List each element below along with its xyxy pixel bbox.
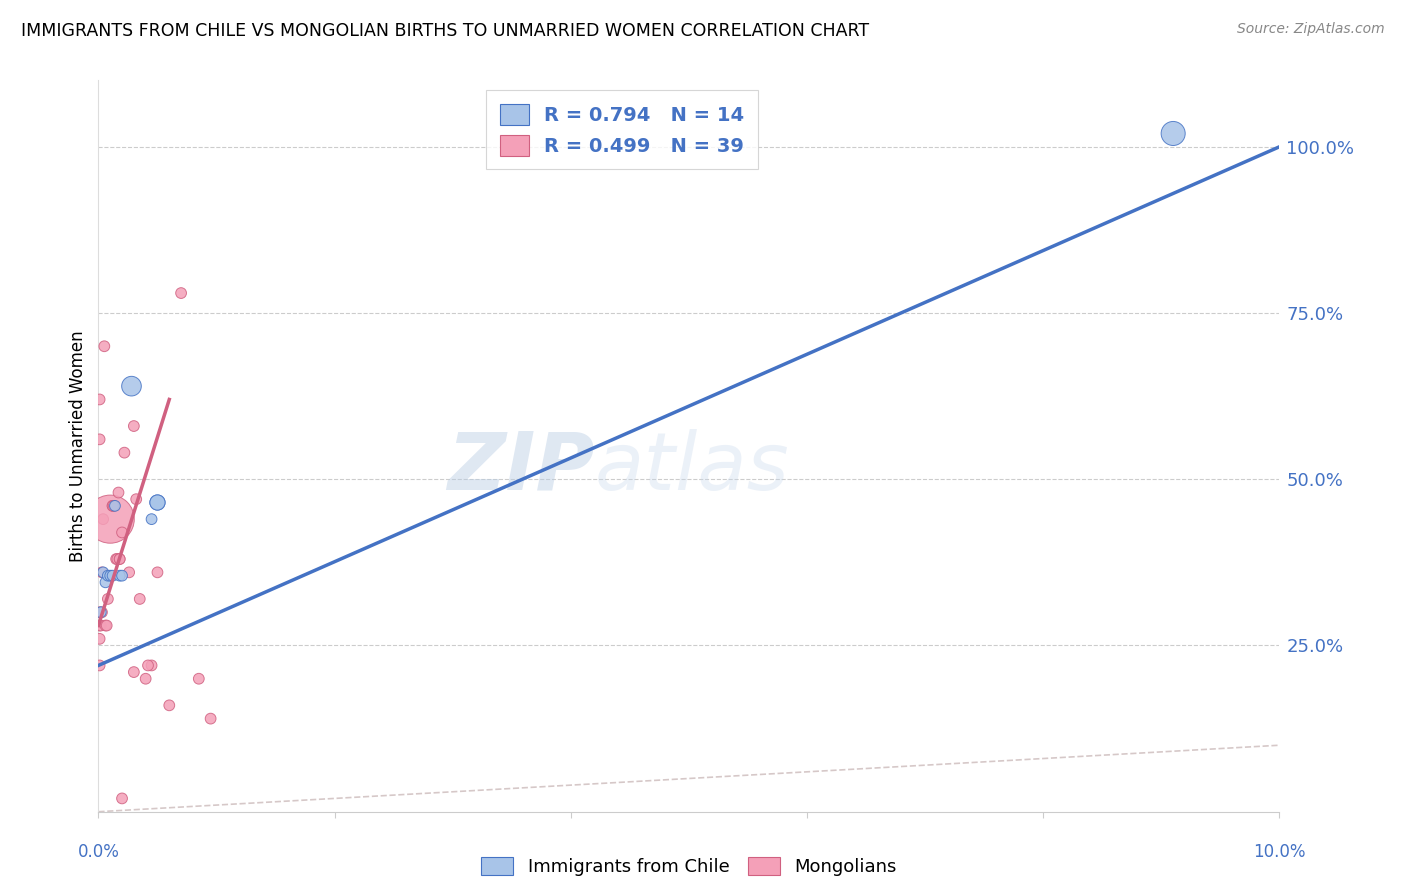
- Point: [141, 512, 163, 526]
- Text: IMMIGRANTS FROM CHILE VS MONGOLIAN BIRTHS TO UNMARRIED WOMEN CORRELATION CHART: IMMIGRANTS FROM CHILE VS MONGOLIAN BIRTH…: [21, 22, 869, 40]
- Point: [146, 566, 169, 580]
- Point: [101, 568, 124, 582]
- Point: [105, 552, 128, 566]
- Point: [90, 618, 112, 632]
- Point: [96, 618, 118, 632]
- Point: [97, 591, 120, 606]
- Point: [101, 499, 124, 513]
- Point: [111, 568, 134, 582]
- Point: [89, 618, 111, 632]
- Point: [146, 495, 169, 509]
- Point: [141, 658, 163, 673]
- Point: [98, 568, 121, 582]
- Point: [89, 658, 111, 673]
- Point: [89, 392, 111, 407]
- Point: [89, 632, 111, 646]
- Text: 0.0%: 0.0%: [77, 843, 120, 861]
- Point: [94, 575, 117, 590]
- Point: [91, 512, 114, 526]
- Point: [97, 568, 120, 582]
- Point: [121, 379, 143, 393]
- Y-axis label: Births to Unmarried Women: Births to Unmarried Women: [69, 330, 87, 562]
- Point: [104, 499, 127, 513]
- Point: [98, 512, 121, 526]
- Point: [90, 605, 112, 619]
- Point: [108, 568, 131, 582]
- Point: [89, 433, 111, 447]
- Text: Source: ZipAtlas.com: Source: ZipAtlas.com: [1237, 22, 1385, 37]
- Point: [187, 672, 209, 686]
- Point: [105, 552, 128, 566]
- Text: 10.0%: 10.0%: [1253, 843, 1306, 861]
- Point: [103, 499, 125, 513]
- Point: [111, 791, 134, 805]
- Point: [122, 665, 145, 679]
- Point: [157, 698, 180, 713]
- Point: [94, 618, 117, 632]
- Legend: Immigrants from Chile, Mongolians: Immigrants from Chile, Mongolians: [474, 849, 904, 883]
- Point: [107, 485, 129, 500]
- Text: atlas: atlas: [595, 429, 789, 507]
- Point: [122, 419, 145, 434]
- Point: [200, 712, 222, 726]
- Point: [108, 552, 131, 566]
- Point: [101, 499, 124, 513]
- Point: [135, 672, 157, 686]
- Point: [91, 566, 114, 580]
- Point: [146, 495, 169, 509]
- Point: [136, 658, 159, 673]
- Point: [125, 492, 148, 507]
- Point: [112, 445, 135, 459]
- Point: [111, 525, 134, 540]
- Point: [89, 605, 111, 619]
- Point: [91, 566, 114, 580]
- Point: [91, 605, 114, 619]
- Point: [93, 339, 115, 353]
- Point: [1161, 127, 1184, 141]
- Text: ZIP: ZIP: [447, 429, 595, 507]
- Point: [128, 591, 150, 606]
- Point: [118, 566, 141, 580]
- Point: [170, 286, 193, 301]
- Point: [108, 552, 131, 566]
